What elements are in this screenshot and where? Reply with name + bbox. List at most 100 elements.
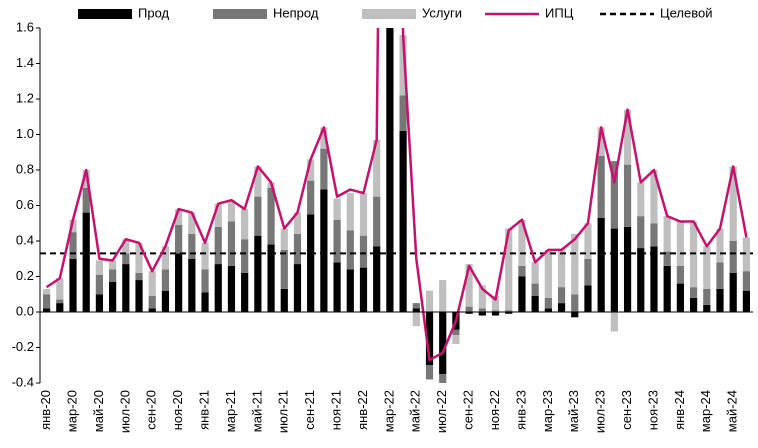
bar [307, 159, 315, 181]
bar [650, 170, 658, 224]
bar [43, 294, 51, 309]
bar [689, 287, 698, 298]
x-tick-label: янв-22 [355, 390, 370, 430]
bar [518, 276, 526, 312]
bar [373, 246, 381, 312]
x-tick-label: мар-23 [540, 390, 555, 432]
bar [637, 248, 645, 312]
x-tick-label: май-22 [408, 390, 423, 432]
bar [505, 310, 513, 312]
x-tick-label: сен-20 [144, 390, 159, 430]
bar [161, 246, 170, 270]
y-tick-label: 0.4 [16, 232, 34, 247]
bar [531, 262, 539, 284]
bar [227, 221, 236, 266]
bar [703, 288, 711, 305]
bar [175, 253, 183, 312]
x-tick-label: сен-22 [461, 390, 476, 430]
bar [531, 283, 539, 297]
bar [293, 233, 302, 265]
bar [135, 272, 143, 281]
bar [584, 258, 592, 286]
bar [439, 280, 447, 312]
bar [491, 296, 500, 311]
bar [742, 237, 750, 272]
bar [597, 127, 605, 156]
x-tick-label: мар-21 [223, 390, 238, 432]
bar [676, 283, 684, 312]
bar [729, 272, 737, 312]
x-tick-label: май-20 [91, 390, 106, 432]
legend-swatch [78, 9, 132, 19]
bar [571, 294, 579, 312]
bar [465, 306, 473, 312]
legend-swatch [213, 9, 267, 19]
bar [333, 198, 341, 220]
x-tick-label: сен-21 [302, 390, 317, 430]
bar [293, 264, 302, 312]
bar [716, 288, 724, 312]
bar [69, 258, 77, 312]
x-tick-label: май-24 [725, 390, 740, 432]
bar [254, 196, 262, 236]
bar [109, 281, 117, 312]
x-tick-label: ноя-22 [487, 390, 502, 430]
x-tick-label: ноя-20 [170, 390, 185, 430]
x-tick-label: мар-20 [64, 390, 79, 432]
x-tick-label: янв-20 [38, 390, 53, 430]
bar [597, 217, 605, 312]
bar [478, 312, 486, 316]
bar [623, 109, 632, 165]
bar [439, 312, 447, 375]
y-tick-label: -0.2 [12, 339, 34, 354]
bar [346, 230, 354, 270]
bar [689, 297, 698, 312]
y-tick-label: 1.6 [16, 19, 34, 34]
bar [610, 161, 618, 229]
bar [399, 35, 407, 96]
bar [742, 271, 750, 291]
x-tick-label: мар-22 [381, 390, 396, 432]
bar [425, 365, 434, 380]
bar [676, 265, 684, 284]
bar [109, 260, 117, 270]
bar [201, 292, 209, 312]
bar [307, 214, 315, 312]
bar [557, 287, 566, 304]
bar [188, 233, 196, 259]
bar [82, 187, 90, 213]
bar [267, 244, 275, 312]
bar [637, 216, 645, 249]
bar [254, 235, 262, 312]
x-tick-label: июл-22 [434, 390, 449, 433]
bar [610, 312, 618, 332]
bar [280, 228, 288, 250]
bar [122, 264, 130, 312]
bar [82, 212, 90, 312]
bar [452, 335, 460, 344]
bar [557, 303, 566, 312]
bar [241, 209, 249, 240]
bar [333, 262, 341, 312]
bar [148, 271, 156, 297]
y-tick-label: 1.4 [16, 55, 34, 70]
bar [716, 262, 724, 289]
legend-label: ИПЦ [545, 5, 574, 20]
bar [703, 246, 711, 289]
bar [148, 296, 156, 309]
bar [56, 299, 64, 304]
bar [452, 329, 460, 336]
bar [267, 187, 275, 245]
bar [544, 308, 552, 312]
bar [386, 28, 394, 312]
y-tick-label: 0.8 [16, 161, 34, 176]
bar [650, 246, 658, 312]
bar [214, 264, 222, 312]
bar [307, 180, 315, 215]
legend-label: Непрод [273, 5, 319, 20]
bar [610, 228, 618, 312]
bar [373, 139, 381, 197]
y-tick-label: 1.2 [16, 90, 34, 105]
legend-label: Целевой [660, 5, 712, 20]
bar [742, 290, 750, 312]
